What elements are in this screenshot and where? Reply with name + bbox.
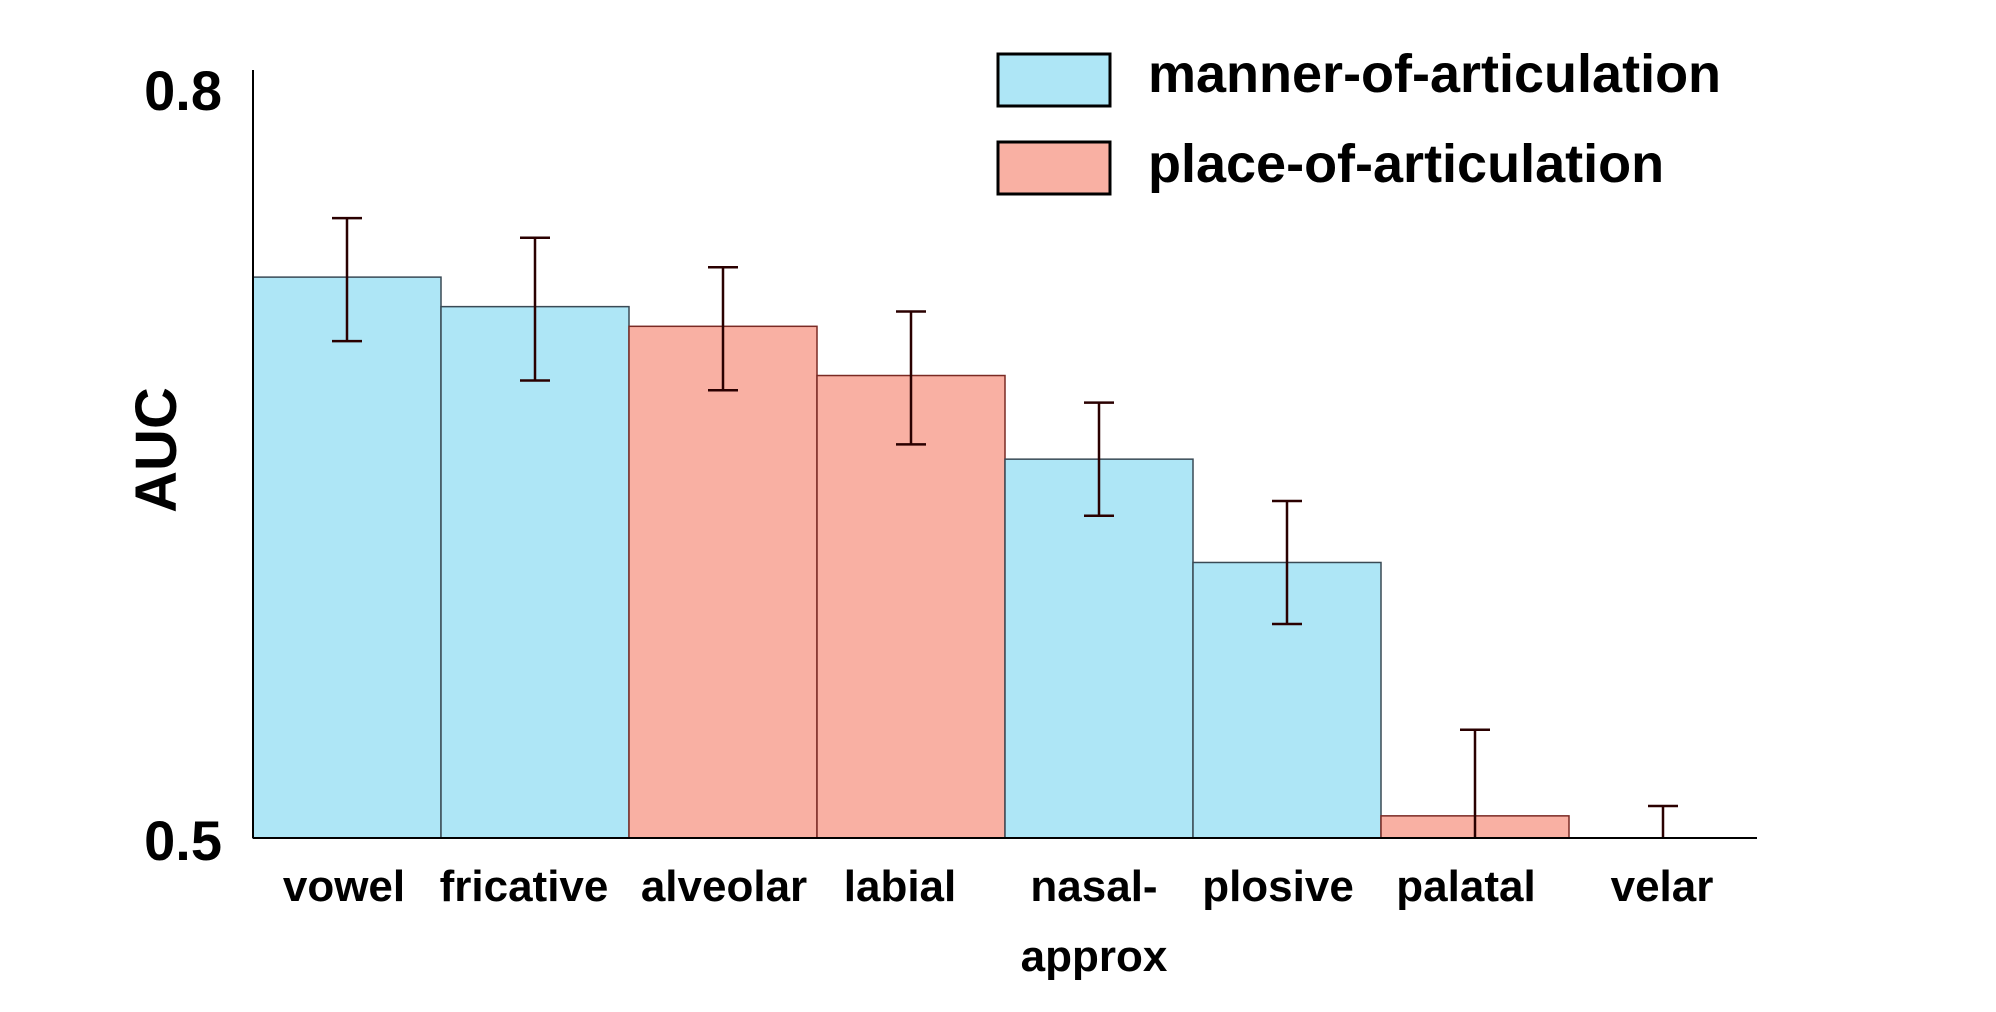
x-tick-label: labial xyxy=(844,862,957,911)
y-axis-label: AUC xyxy=(124,387,189,513)
legend-label-manner: manner-of-articulation xyxy=(1148,44,1721,104)
legend: manner-of-articulation place-of-articula… xyxy=(996,44,1721,196)
error-bars-layer xyxy=(332,216,1678,838)
x-tick-label: approx xyxy=(1021,932,1168,981)
error-bar-nasal-approx xyxy=(1084,401,1114,517)
bar-fricative xyxy=(440,305,630,839)
error-bar-fricative xyxy=(520,236,550,382)
error-bar-plosive xyxy=(1272,499,1302,626)
legend-swatch-place xyxy=(996,140,1112,196)
error-bar-alveolar xyxy=(708,266,738,392)
x-tick-label: velar xyxy=(1611,862,1714,911)
x-tick-label: palatal xyxy=(1396,862,1535,911)
x-tick-label: fricative xyxy=(440,862,609,911)
legend-swatch-manner xyxy=(996,52,1112,108)
bar-vowel xyxy=(252,276,442,839)
legend-label-place: place-of-articulation xyxy=(1148,134,1664,194)
y-tick-label-bottom: 0.5 xyxy=(144,809,222,872)
x-tick-labels: vowel fricative alveolar labial nasal-approx… xyxy=(283,862,1714,981)
x-tick-label: alveolar xyxy=(641,862,807,911)
bar-nasal-approx xyxy=(1004,458,1194,839)
y-tick-label-top: 0.8 xyxy=(144,59,222,122)
error-bar-velar xyxy=(1648,804,1678,838)
x-tick-label: vowel xyxy=(283,862,405,911)
error-bar-palatal xyxy=(1460,728,1490,838)
error-bar-vowel xyxy=(332,216,362,343)
x-tick-label: nasal- xyxy=(1030,862,1157,911)
bar-alveolar xyxy=(628,325,818,839)
x-tick-label: plosive xyxy=(1202,862,1354,911)
error-bar-labial xyxy=(896,310,926,446)
bar-labial xyxy=(816,374,1006,839)
